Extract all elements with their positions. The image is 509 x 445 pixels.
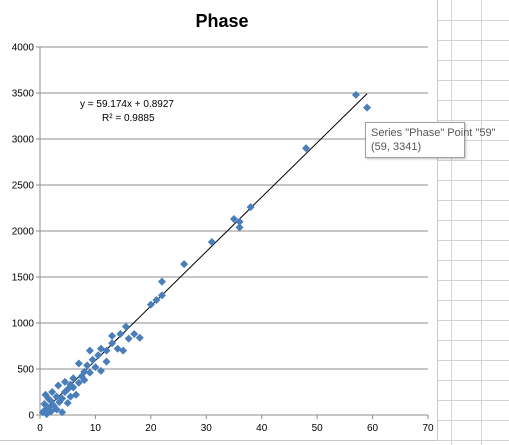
sheet-row-line — [437, 220, 509, 221]
data-point[interactable] — [69, 374, 78, 383]
sheet-row-line — [437, 160, 509, 161]
x-tick-label: 20 — [145, 423, 157, 434]
data-point[interactable] — [152, 296, 161, 304]
sheet-row-line — [437, 440, 509, 441]
data-point[interactable] — [54, 381, 63, 390]
y-tick-label: 3500 — [12, 89, 35, 100]
data-point[interactable] — [74, 359, 83, 368]
data-point[interactable] — [124, 334, 133, 343]
sheet-row-line — [437, 240, 509, 241]
data-point[interactable] — [351, 90, 360, 99]
data-point[interactable] — [74, 378, 83, 387]
x-tick-label: 40 — [256, 423, 268, 434]
sheet-row-line — [437, 80, 509, 81]
data-point[interactable] — [63, 399, 72, 408]
data-point[interactable] — [72, 390, 81, 399]
data-point[interactable] — [180, 260, 189, 269]
sheet-row-line — [437, 20, 509, 21]
data-point[interactable] — [48, 388, 57, 396]
x-tick-label: 0 — [37, 423, 43, 434]
sheet-row-line — [437, 120, 509, 121]
sheet-row-line — [437, 180, 509, 181]
x-tick-label: 70 — [422, 423, 434, 434]
data-point[interactable] — [146, 300, 155, 309]
data-points[interactable] — [38, 90, 372, 419]
y-tick-label: 500 — [17, 365, 34, 376]
data-point[interactable] — [246, 203, 255, 212]
data-point[interactable] — [80, 376, 89, 385]
chart-area[interactable]: Phase 0 500 1000 1500 2000 2500 3000 3500 4000 0 1… — [0, 0, 438, 441]
sheet-row-line — [437, 200, 509, 201]
y-tick-label: 2000 — [12, 227, 35, 238]
data-point[interactable] — [157, 291, 166, 300]
sheet-row-line — [437, 340, 509, 341]
data-point[interactable] — [207, 238, 216, 247]
data-point[interactable] — [235, 217, 244, 226]
sheet-row-line — [437, 360, 509, 361]
data-point[interactable] — [235, 223, 244, 232]
data-point[interactable] — [108, 339, 117, 348]
tooltip-coordinates: (59, 3341) — [371, 141, 422, 153]
data-point[interactable] — [108, 331, 117, 340]
data-point[interactable] — [130, 330, 139, 339]
data-point[interactable] — [157, 277, 166, 286]
data-point[interactable] — [363, 103, 372, 112]
x-tick-label: 60 — [367, 423, 379, 434]
sheet-column-line — [481, 0, 482, 445]
sheet-row-line — [437, 300, 509, 301]
y-tick-label: 3000 — [12, 135, 35, 146]
data-point[interactable] — [85, 368, 94, 377]
data-point[interactable] — [302, 144, 311, 153]
sheet-row-line — [437, 420, 509, 421]
trendline-equation: y = 59.174x + 0.8927 — [80, 99, 174, 110]
data-point[interactable] — [69, 383, 78, 392]
y-tick-label: 2500 — [12, 181, 35, 192]
data-point[interactable] — [80, 367, 89, 376]
sheet-row-line — [437, 260, 509, 261]
data-point[interactable] — [91, 363, 100, 372]
sheet-row-line — [437, 40, 509, 41]
sheet-row-line — [437, 140, 509, 141]
sheet-column-line — [451, 0, 452, 445]
data-point[interactable] — [116, 330, 125, 339]
data-point[interactable] — [94, 351, 103, 360]
data-point-tooltip: Series "Phase" Point "59" (59, 3341) — [365, 122, 496, 158]
sheet-row-line — [437, 280, 509, 281]
y-tick-label: 1500 — [12, 273, 35, 284]
data-point[interactable] — [102, 357, 111, 366]
y-tick-label: 1000 — [12, 319, 35, 330]
data-point[interactable] — [88, 355, 97, 364]
data-point[interactable] — [83, 361, 92, 370]
y-tick-label: 0 — [28, 411, 34, 422]
sheet-row-line — [437, 100, 509, 101]
data-point[interactable] — [96, 366, 105, 375]
sheet-row-line — [437, 380, 509, 381]
data-point[interactable] — [52, 405, 61, 414]
chart-title: Phase — [195, 11, 248, 31]
tooltip-series-point: Series "Phase" Point "59" — [371, 127, 496, 139]
data-point[interactable] — [60, 377, 69, 386]
x-tick-label: 30 — [201, 423, 213, 434]
data-point[interactable] — [58, 394, 67, 403]
x-tick-label: 10 — [90, 423, 102, 434]
data-point[interactable] — [102, 346, 111, 355]
data-point[interactable] — [119, 346, 128, 355]
data-point[interactable] — [135, 333, 144, 342]
data-point[interactable] — [85, 346, 94, 355]
trendline-r-squared: R² = 0.9885 — [102, 113, 155, 124]
data-point[interactable] — [58, 408, 67, 417]
sheet-row-line — [437, 320, 509, 321]
sheet-row-line — [437, 400, 509, 401]
y-tick-label: 4000 — [12, 43, 35, 54]
axes: 0 500 1000 1500 2000 2500 3000 3500 4000 0 10 20 30 4… — [12, 43, 434, 435]
data-point[interactable] — [230, 215, 238, 224]
gridlines — [40, 46, 428, 370]
data-point[interactable] — [121, 322, 130, 331]
x-tick-label: 50 — [312, 423, 324, 434]
scatter-chart[interactable]: Phase 0 500 1000 1500 2000 2500 3000 3500 4000 0 1… — [0, 0, 437, 440]
sheet-row-line — [437, 60, 509, 61]
